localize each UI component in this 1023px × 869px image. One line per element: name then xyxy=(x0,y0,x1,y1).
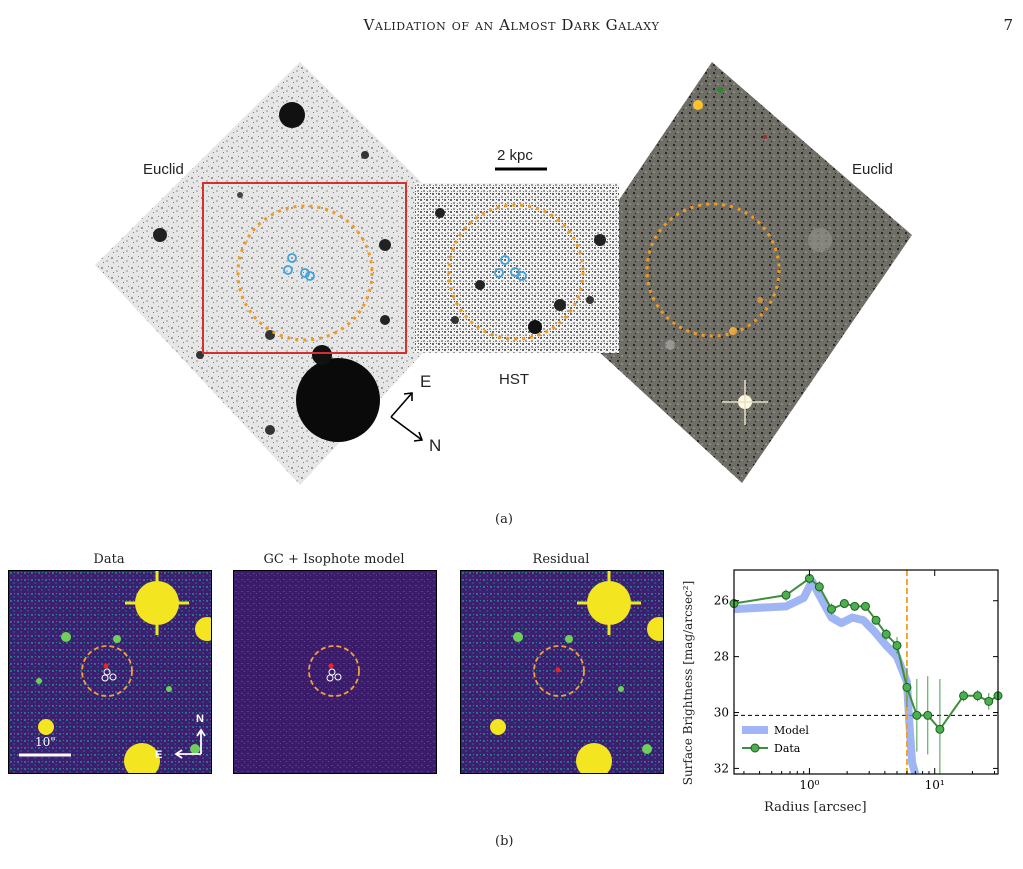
data-point xyxy=(984,696,994,706)
page-number: 7 xyxy=(1003,16,1013,34)
compass-arrows-b xyxy=(174,728,206,759)
compass-label-n-b: N xyxy=(196,713,204,725)
running-title: Validation of an Almost Dark Galaxy xyxy=(363,16,660,34)
data-point xyxy=(881,629,891,639)
data-point xyxy=(839,599,849,609)
zoom-box xyxy=(202,182,407,354)
chart-x-label: Radius [arcsec] xyxy=(764,800,867,815)
y-tick-label: 28 xyxy=(714,650,729,664)
aperture-circle-euclid-colour xyxy=(645,202,781,338)
chart-frame xyxy=(733,569,999,775)
compass-label-e: E xyxy=(420,372,432,391)
data-point xyxy=(860,601,870,611)
scale-bar-label: 2 kpc xyxy=(497,147,533,164)
data-point xyxy=(912,710,922,720)
aperture-circle-euclid xyxy=(236,204,374,342)
panel-title-model: GC + Isophote model xyxy=(263,552,405,567)
data-point xyxy=(923,710,933,720)
series-data-line xyxy=(733,577,999,731)
data-point xyxy=(935,724,945,734)
legend-data-marker xyxy=(750,743,760,753)
panel-residual xyxy=(460,570,664,774)
label-euclid-right: Euclid xyxy=(852,161,893,178)
y-tick-label: 32 xyxy=(714,761,729,775)
x-tick-label: 10¹ xyxy=(925,778,945,792)
panel-title-residual: Residual xyxy=(532,552,590,567)
panel-data: 10" N E xyxy=(8,570,212,774)
data-point xyxy=(973,691,983,701)
compass-label-e-b: E xyxy=(155,749,163,761)
x-tick-label: 10⁰ xyxy=(799,778,819,792)
legend-data-label: Data xyxy=(774,742,801,755)
gc-markers-euclid xyxy=(283,253,315,281)
euclid-colour-image xyxy=(548,62,912,483)
data-point xyxy=(826,604,836,614)
label-hst: HST xyxy=(499,371,529,388)
data-point xyxy=(781,590,791,600)
panel-model xyxy=(233,570,437,774)
y-tick-label: 30 xyxy=(714,706,729,720)
data-point xyxy=(959,691,969,701)
scale-bar-label-b: 10" xyxy=(35,735,56,749)
compass-arrows xyxy=(390,392,424,442)
gc-markers-hst xyxy=(494,255,527,281)
data-point xyxy=(850,601,860,611)
legend-model-label: Model xyxy=(774,724,809,737)
panel-title-data: Data xyxy=(93,552,125,567)
figure-a: Euclid Euclid HST 2 kpc E N xyxy=(0,55,1023,495)
euclid-greyscale-image xyxy=(95,62,505,485)
caption-b: (b) xyxy=(495,834,514,849)
data-point xyxy=(814,582,824,592)
data-point xyxy=(871,615,881,625)
y-tick-label: 26 xyxy=(714,594,729,608)
figure-a-canvas xyxy=(95,62,912,485)
chart-y-label: Surface Brightness [mag/arcsec²] xyxy=(681,580,695,786)
surface-brightness-chart: 26 28 30 32 10⁰ 10¹ Model Data Radius [arcsec] … xyxy=(678,562,1018,824)
data-point xyxy=(902,682,912,692)
series-model-line xyxy=(733,577,920,776)
caption-a: (a) xyxy=(495,512,513,527)
data-point xyxy=(892,640,902,650)
compass-label-n: N xyxy=(429,436,442,455)
chart-svg: 26 28 30 32 10⁰ 10¹ Model Data xyxy=(714,569,1003,792)
label-euclid-left: Euclid xyxy=(143,161,184,178)
aperture-circle-hst xyxy=(447,203,585,341)
